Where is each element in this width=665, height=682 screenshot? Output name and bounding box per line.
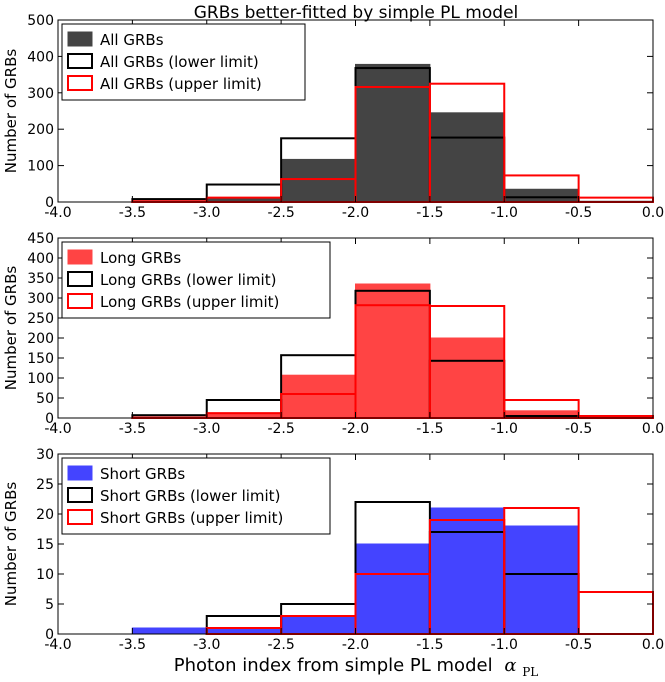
bar-long-filled-3 — [280, 374, 356, 419]
x-tick-label-short-8: 0.0 — [642, 637, 664, 653]
legend-swatch-short-2 — [67, 509, 93, 525]
y-tick-label-short-0: 0 — [45, 627, 54, 643]
legend-short — [61, 457, 331, 535]
x-tick-label-short-6: -1.0 — [491, 637, 518, 653]
y-tick-label-short-4: 20 — [36, 507, 54, 523]
bar-short-filled-4 — [355, 543, 431, 635]
panel-short: -4.0 -3.5 -3.0 -2.5 -2.0 -1.5 -1.0 -0.5 0.0 0 5 10 1… — [2, 447, 664, 653]
y-tick-label-long-6: 300 — [27, 291, 54, 307]
bar-all-filled-4 — [355, 63, 431, 203]
x-tick-label-short-3: -2.5 — [267, 637, 294, 653]
x-tick-label-all-8: 0.0 — [642, 205, 664, 221]
x-tick-label-all-2: -3.0 — [193, 205, 220, 221]
x-tick-label-long-8: 0.0 — [642, 421, 664, 437]
bar-long-filled-4 — [355, 283, 431, 419]
x-tick-label-long-1: -3.5 — [119, 421, 146, 437]
x-axis-label-subscript: PL — [522, 665, 538, 679]
x-tick-label-all-1: -3.5 — [119, 205, 146, 221]
panels: -4.0 -3.5 -3.0 -2.5 -2.0 -1.5 -1.0 -0.5 0.001002… — [2, 13, 664, 653]
x-tick-label-short-4: -2.0 — [342, 637, 369, 653]
legend-label-long-1: Long GRBs (lower limit) — [100, 271, 276, 289]
bar-short-filled-1 — [131, 627, 208, 635]
bar-short-filled-6 — [503, 525, 580, 635]
legend-long — [61, 241, 331, 319]
y-tick-label-all-0: 0 — [45, 195, 54, 211]
legend-label-short-1: Short GRBs (lower limit) — [100, 487, 280, 505]
x-axis-label-text: Photon index from simple PL model — [174, 655, 493, 676]
x-tick-label-long-6: -1.0 — [491, 421, 518, 437]
legend-label-all-2: All GRBs (upper limit) — [100, 75, 262, 93]
bar-all-filled-3 — [280, 158, 356, 203]
y-tick-label-all-2: 200 — [27, 122, 54, 138]
x-tick-label-short-0: -4.0 — [44, 637, 71, 653]
bar-all-filled-5 — [429, 112, 505, 203]
x-tick-label-long-7: -0.5 — [565, 421, 592, 437]
y-tick-label-long-1: 50 — [36, 391, 54, 407]
x-tick-label-long-2: -3.0 — [193, 421, 220, 437]
x-tick-label-long-3: -2.5 — [267, 421, 294, 437]
y-tick-label-short-5: 25 — [36, 477, 54, 493]
y-tick-label-long-0: 0 — [45, 411, 54, 427]
legend-swatch-short-0 — [67, 465, 93, 481]
x-tick-label-all-5: -1.5 — [416, 205, 443, 221]
legend-all — [61, 23, 306, 101]
y-axis-label-short: Number of GRBs — [2, 482, 20, 607]
x-tick-label-long-5: -1.5 — [416, 421, 443, 437]
y-tick-label-long-5: 250 — [27, 311, 54, 327]
x-tick-label-all-6: -1.0 — [491, 205, 518, 221]
y-tick-label-short-1: 5 — [45, 597, 54, 613]
y-tick-label-short-6: 30 — [36, 447, 54, 463]
x-tick-label-all-4: -2.0 — [342, 205, 369, 221]
x-tick-label-all-0: -4.0 — [44, 205, 71, 221]
y-tick-label-short-3: 15 — [36, 537, 54, 553]
legend-swatch-long-2 — [67, 293, 93, 309]
y-tick-label-long-4: 200 — [27, 331, 54, 347]
y-tick-label-all-4: 400 — [27, 49, 54, 65]
x-axis-label: Photon index from simple PL model α PL — [174, 655, 539, 679]
y-axis-label-long: Number of GRBs — [2, 266, 20, 391]
bar-all-outline-red-7 — [577, 196, 654, 204]
y-tick-label-all-3: 300 — [27, 86, 54, 102]
bar-all-filled-6 — [503, 188, 580, 203]
series-long-filled — [131, 283, 654, 419]
x-tick-label-long-0: -4.0 — [44, 421, 71, 437]
legend-label-short-2: Short GRBs (upper limit) — [100, 509, 283, 527]
legend-swatch-long-0 — [67, 249, 93, 265]
legend-swatch-short-1 — [67, 487, 93, 503]
x-tick-label-short-1: -3.5 — [119, 637, 146, 653]
x-tick-label-all-3: -2.5 — [267, 205, 294, 221]
bar-short-outline-red-7 — [577, 591, 654, 635]
x-tick-label-short-5: -1.5 — [416, 637, 443, 653]
bar-short-filled-5 — [429, 507, 505, 635]
y-axis-label-all: Number of GRBs — [2, 49, 20, 174]
legend-label-all-1: All GRBs (lower limit) — [100, 53, 259, 71]
x-tick-label-all-7: -0.5 — [565, 205, 592, 221]
y-tick-label-all-1: 100 — [27, 159, 54, 175]
x-tick-label-short-7: -0.5 — [565, 637, 592, 653]
panel-all: -4.0 -3.5 -3.0 -2.5 -2.0 -1.5 -1.0 -0.5 0.0 0 100 2… — [2, 13, 664, 221]
x-tick-label-long-4: -2.0 — [342, 421, 369, 437]
y-tick-label-long-3: 150 — [27, 351, 54, 367]
legend-label-short-0: Short GRBs — [100, 465, 185, 483]
legend-label-long-2: Long GRBs (upper limit) — [100, 293, 279, 311]
x-tick-label-short-2: -3.0 — [193, 637, 220, 653]
legend-swatch-all-1 — [67, 53, 93, 69]
bar-long-filled-5 — [429, 337, 505, 419]
bar-short-filled-3 — [280, 615, 356, 635]
legend-label-long-0: Long GRBs — [100, 249, 181, 267]
y-tick-label-all-5: 500 — [27, 13, 54, 29]
y-tick-label-long-8: 400 — [27, 251, 54, 267]
legend-label-all-0: All GRBs — [100, 31, 164, 49]
panel-long: -4.0 -3.5 -3.0 -2.5 -2.0 -1.5 -1.0 -0.5 0.0 0 50 10… — [2, 231, 664, 437]
legend-swatch-all-2 — [67, 75, 93, 91]
y-tick-label-short-2: 10 — [36, 567, 54, 583]
x-axis-label-symbol: α — [504, 655, 516, 676]
legend-swatch-all-0 — [67, 31, 93, 47]
y-tick-label-long-9: 450 — [27, 231, 54, 247]
y-tick-label-long-2: 100 — [27, 371, 54, 387]
figure-title: GRBs better-fitted by simple PL model — [194, 3, 519, 23]
y-tick-label-long-7: 350 — [27, 271, 54, 287]
legend-swatch-long-1 — [67, 271, 93, 287]
